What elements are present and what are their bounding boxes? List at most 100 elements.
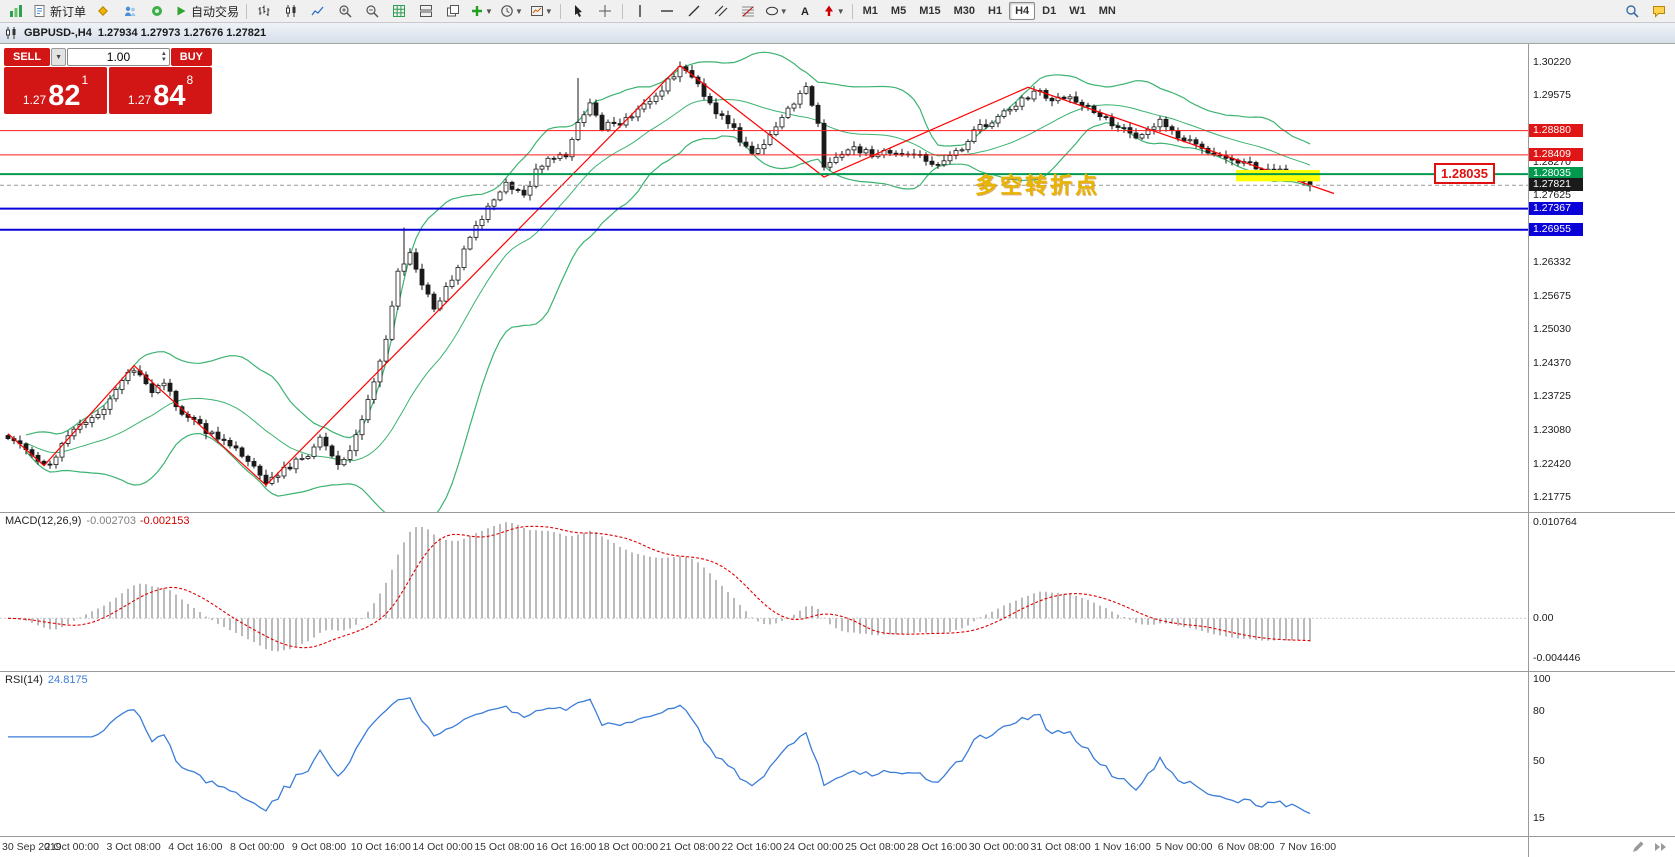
price-level-tag: 1.28880: [1529, 123, 1583, 137]
macd-label: MACD(12,26,9) -0.002703 -0.002153: [5, 515, 190, 527]
time-axis-label: 9 Oct 08:00: [291, 841, 347, 853]
time-axis-label: 24 Oct 00:00: [783, 841, 844, 853]
line-chart-icon[interactable]: [305, 0, 331, 22]
text-icon[interactable]: A: [792, 0, 818, 22]
new-chart-icon[interactable]: [90, 0, 116, 22]
volume-input[interactable]: 1.00 ▲ ▼: [67, 48, 170, 66]
market-watch-icon[interactable]: [144, 0, 170, 22]
price-tick: 1.23725: [1533, 390, 1571, 403]
time-axis-label: 1 Nov 16:00: [1094, 841, 1151, 853]
volume-down-icon[interactable]: ▼: [160, 57, 167, 63]
app-logo-icon[interactable]: [3, 0, 29, 22]
auto-trading-button[interactable]: 自动交易: [171, 0, 242, 22]
order-options-dropdown[interactable]: ▼: [51, 48, 67, 66]
periods-button[interactable]: ▼: [497, 0, 526, 22]
timeframe-m30-button[interactable]: M30: [953, 5, 976, 17]
time-axis-label: 6 Nov 08:00: [1217, 841, 1275, 853]
arrows-button[interactable]: ▼: [819, 0, 848, 22]
indicators-button[interactable]: ▼: [467, 0, 496, 22]
time-axis-label: 28 Oct 16:00: [906, 841, 968, 853]
timeframe-d1-button[interactable]: D1: [1042, 5, 1057, 17]
chart-workspace: SELL ▼ 1.00 ▲ ▼ BUY 1.27 8: [0, 44, 1675, 857]
volume-up-icon[interactable]: ▲: [160, 51, 167, 57]
timeframe-h1-button[interactable]: H1: [988, 5, 1003, 17]
grid-icon[interactable]: [386, 0, 412, 22]
price-tick: 1.21775: [1533, 490, 1571, 503]
templates-button[interactable]: ▼: [527, 0, 556, 22]
corner-tools: [1631, 840, 1667, 857]
zoom-in-icon[interactable]: [332, 0, 358, 22]
new-order-button[interactable]: 新订单: [30, 0, 89, 22]
profiles-icon[interactable]: [117, 0, 143, 22]
svg-text:A: A: [801, 6, 809, 18]
cursor-icon[interactable]: [565, 0, 591, 22]
time-axis-label: 4 Oct 16:00: [168, 841, 223, 853]
timeframe-h4-button[interactable]: H4: [1009, 2, 1036, 20]
vertical-line-icon[interactable]: [627, 0, 653, 22]
time-axis-label: 22 Oct 16:00: [721, 841, 782, 853]
toolbar-separator: [246, 3, 248, 19]
axis-divider: [0, 836, 1675, 837]
tile-windows-icon[interactable]: [413, 0, 439, 22]
price-tick: 1.25675: [1533, 289, 1571, 302]
one-click-trading-widget: SELL ▼ 1.00 ▲ ▼ BUY 1.27 8: [4, 48, 212, 114]
fibonacci-icon[interactable]: [735, 0, 761, 22]
pencil-icon[interactable]: [1631, 840, 1645, 857]
rsi-scale-tick: 100: [1533, 672, 1551, 685]
price-tick: 1.27625: [1533, 189, 1571, 202]
price-chart-panel[interactable]: SELL ▼ 1.00 ▲ ▼ BUY 1.27 8: [0, 44, 1528, 512]
price-callout-label: 1.28035: [1434, 163, 1495, 184]
scroll-to-end-icon[interactable]: [1653, 840, 1667, 857]
time-axis[interactable]: 30 Sep 2019 2 Oct 00:00 3 Oct 08:00 4 Oct 1…: [0, 837, 1528, 857]
time-axis-label: 3 Oct 08:00: [106, 841, 161, 853]
price-tick: 1.22420: [1533, 457, 1571, 470]
price-tick: 1.24370: [1533, 357, 1571, 369]
panel-divider[interactable]: [0, 512, 1675, 513]
sell-button[interactable]: SELL: [4, 48, 51, 66]
annotation-text: 多空转折点: [975, 173, 1101, 198]
time-axis-label: 30 Sep 2019: [2, 841, 62, 853]
zoom-out-icon[interactable]: [359, 0, 385, 22]
trendline-icon[interactable]: [681, 0, 707, 22]
price-tick: 1.23080: [1533, 423, 1571, 436]
time-axis-label: 25 Oct 08:00: [845, 841, 906, 853]
search-icon[interactable]: [1619, 0, 1645, 22]
buy-button[interactable]: BUY: [170, 48, 212, 66]
buy-price-button[interactable]: 1.27 84 8: [109, 67, 212, 114]
bar-chart-icon[interactable]: [251, 0, 277, 22]
rsi-panel[interactable]: RSI(14) 24.8175: [0, 672, 1528, 836]
time-axis-label: 30 Oct 00:00: [968, 841, 1029, 853]
timeframe-w1-button[interactable]: W1: [1069, 5, 1086, 17]
timeframe-m1-button[interactable]: M1: [862, 5, 878, 17]
buy-price-big: 84: [153, 80, 186, 112]
timeframe-m5-button[interactable]: M5: [890, 5, 907, 17]
timeframe-m15-button[interactable]: M15: [919, 5, 941, 17]
rsi-value: 24.8175: [47, 674, 88, 686]
shapes-button[interactable]: ▼: [762, 0, 791, 22]
panel-divider[interactable]: [0, 671, 1675, 672]
chart-symbol-period: GBPUSD-,H4: [24, 27, 92, 39]
time-axis-label: 21 Oct 08:00: [659, 841, 720, 853]
rsi-scale-tick: 80: [1533, 705, 1545, 718]
rsi-label: RSI(14) 24.8175: [5, 674, 88, 686]
cascade-windows-icon[interactable]: [440, 0, 466, 22]
horizontal-line-icon[interactable]: [654, 0, 680, 22]
rsi-scale-tick: 15: [1533, 812, 1545, 824]
macd-panel[interactable]: MACD(12,26,9) -0.002703 -0.002153: [0, 513, 1528, 671]
sell-price-prefix: 1.27: [22, 93, 47, 107]
time-axis-label: 31 Oct 08:00: [1030, 841, 1091, 853]
channel-icon[interactable]: [708, 0, 734, 22]
price-level-tag: 1.26955: [1529, 222, 1583, 236]
community-icon[interactable]: [1646, 0, 1672, 22]
sell-price-button[interactable]: 1.27 82 1: [4, 67, 107, 114]
price-tick: 1.29575: [1533, 88, 1571, 101]
price-tick: 1.25030: [1533, 323, 1571, 335]
buy-price-pipette: 8: [186, 73, 194, 87]
price-scale[interactable]: 1.30220 1.29575 1.28270 1.27625 1.26332 1.256…: [1528, 44, 1675, 857]
sell-price-big: 82: [48, 80, 81, 112]
candlestick-chart-icon[interactable]: [278, 0, 304, 22]
timeframe-mn-button[interactable]: MN: [1098, 5, 1116, 17]
price-level-tag: 1.27367: [1529, 201, 1583, 215]
crosshair-icon[interactable]: [592, 0, 618, 22]
